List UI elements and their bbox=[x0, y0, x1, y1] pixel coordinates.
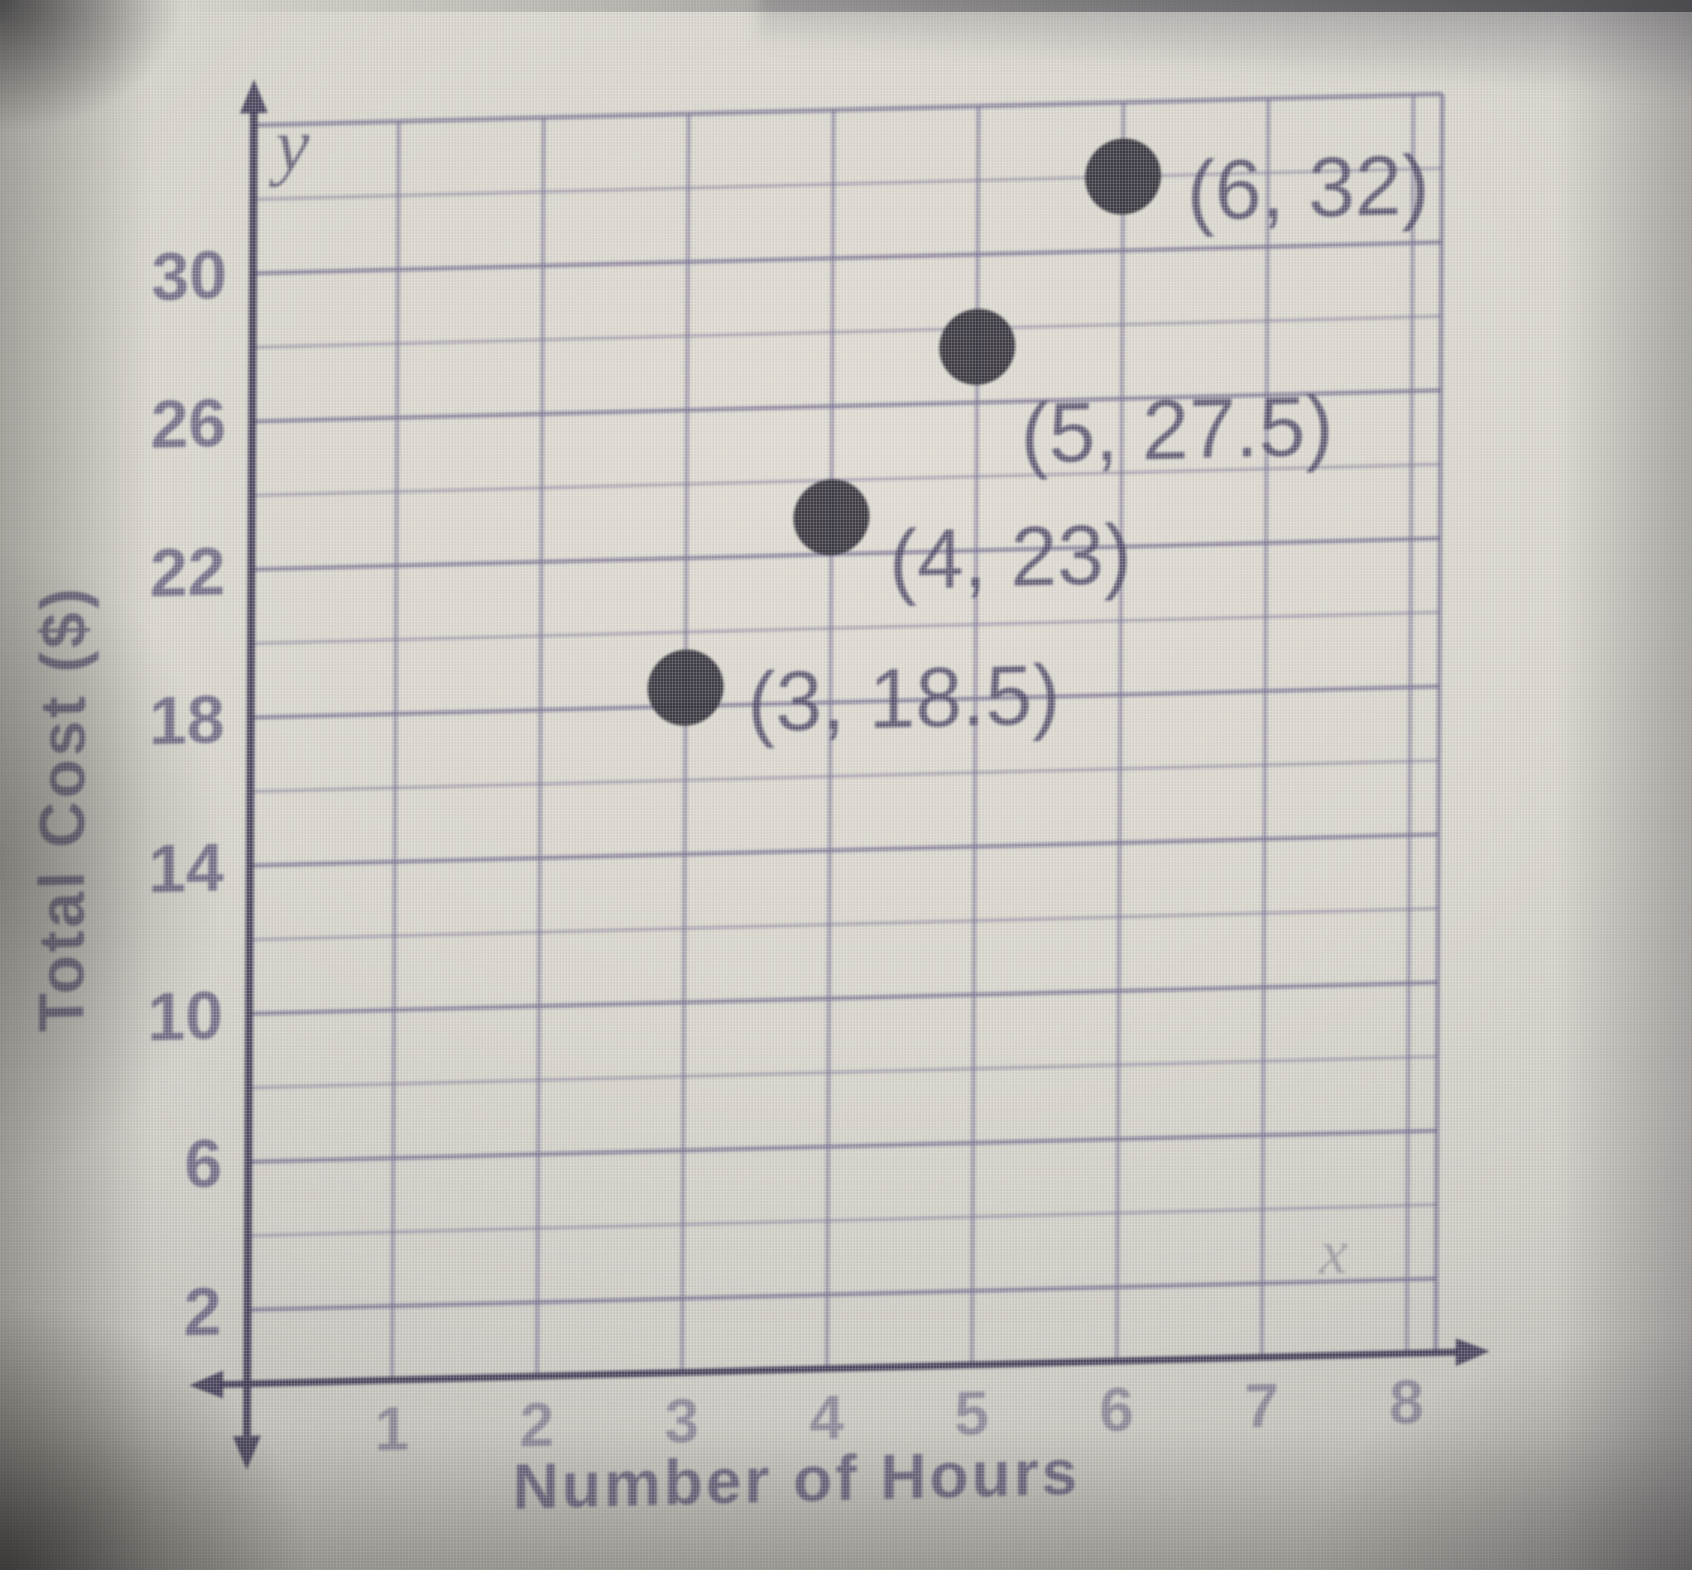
horizontal-gridline bbox=[249, 906, 1439, 942]
y-tick-label: 14 bbox=[148, 829, 224, 907]
y-axis-down-arrow bbox=[232, 1435, 261, 1470]
vertical-gridline bbox=[389, 121, 401, 1381]
x-tick-label: 1 bbox=[374, 1395, 409, 1465]
data-point bbox=[647, 649, 724, 726]
vertical-gridline bbox=[1259, 98, 1271, 1358]
horizontal-gridline bbox=[247, 1202, 1437, 1238]
y-tick-label: 26 bbox=[150, 385, 226, 463]
x-axis-left-arrow bbox=[189, 1370, 224, 1399]
horizontal-gridline bbox=[252, 239, 1442, 276]
y-axis-letter: y bbox=[275, 102, 310, 188]
vertical-gridline bbox=[679, 113, 691, 1373]
data-point-label: (6, 32) bbox=[1187, 138, 1430, 238]
x-tick-label: 7 bbox=[1244, 1372, 1279, 1442]
y-axis-title: Total Cost ($) bbox=[25, 584, 100, 1033]
y-tick-label: 2 bbox=[184, 1274, 222, 1351]
horizontal-gridline bbox=[247, 1276, 1437, 1313]
data-point bbox=[1085, 138, 1162, 215]
y-tick-label: 10 bbox=[147, 977, 223, 1055]
data-point-label: (5, 27.5) bbox=[1021, 379, 1334, 481]
data-point-label: (3, 18.5) bbox=[747, 647, 1060, 749]
vertical-gridline bbox=[1114, 102, 1126, 1362]
x-tick-label: 8 bbox=[1389, 1368, 1424, 1438]
horizontal-gridline bbox=[248, 1054, 1438, 1090]
horizontal-gridline bbox=[249, 980, 1438, 1016]
data-point-label: (4, 23) bbox=[889, 506, 1132, 606]
vertical-gridline bbox=[1404, 94, 1416, 1354]
horizontal-gridline bbox=[253, 91, 1443, 128]
horizontal-gridline bbox=[251, 610, 1440, 646]
y-tick-label: 22 bbox=[150, 533, 226, 611]
data-point bbox=[939, 308, 1016, 385]
x-axis-right-arrow bbox=[1455, 1338, 1490, 1367]
data-point bbox=[793, 479, 870, 556]
y-tick-label: 18 bbox=[149, 681, 225, 759]
y-tick-label: 6 bbox=[184, 1125, 222, 1202]
x-axis-letter: x bbox=[1319, 1216, 1348, 1288]
y-tick-label: 30 bbox=[151, 237, 227, 315]
horizontal-gridline bbox=[252, 314, 1442, 350]
grid-right-edge bbox=[1433, 94, 1445, 1353]
vertical-gridline bbox=[534, 117, 546, 1377]
horizontal-gridline bbox=[250, 758, 1439, 794]
horizontal-gridline bbox=[249, 832, 1439, 868]
horizontal-gridline bbox=[248, 1128, 1437, 1165]
y-axis-up-arrow bbox=[239, 79, 268, 114]
